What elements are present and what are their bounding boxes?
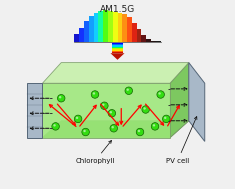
Circle shape <box>83 130 86 132</box>
Circle shape <box>157 91 164 98</box>
Circle shape <box>108 109 116 117</box>
Bar <box>132 23 137 42</box>
Circle shape <box>138 130 140 132</box>
Polygon shape <box>43 83 170 138</box>
Circle shape <box>93 92 95 95</box>
Circle shape <box>91 91 99 98</box>
Bar <box>118 13 122 42</box>
Circle shape <box>126 88 129 91</box>
Text: AM1.5G: AM1.5G <box>100 5 135 14</box>
Circle shape <box>52 123 59 130</box>
Bar <box>89 16 94 42</box>
Circle shape <box>82 128 89 136</box>
Circle shape <box>110 111 112 113</box>
Bar <box>112 52 123 53</box>
Circle shape <box>111 126 114 128</box>
Bar <box>137 29 141 42</box>
Bar <box>127 17 132 42</box>
Circle shape <box>142 106 149 113</box>
Polygon shape <box>43 63 189 83</box>
Bar <box>156 41 161 42</box>
Bar <box>112 47 123 48</box>
Circle shape <box>151 123 159 130</box>
Circle shape <box>158 92 161 95</box>
Bar <box>98 11 103 42</box>
Circle shape <box>58 94 65 102</box>
Polygon shape <box>189 63 205 141</box>
Circle shape <box>163 115 170 123</box>
Circle shape <box>110 125 118 132</box>
Bar <box>112 48 123 49</box>
Circle shape <box>76 117 78 119</box>
Polygon shape <box>170 63 189 138</box>
Polygon shape <box>110 53 125 60</box>
Bar <box>112 46 123 47</box>
Bar <box>146 39 151 42</box>
Circle shape <box>143 107 146 110</box>
Bar <box>94 13 98 42</box>
Bar <box>103 10 108 42</box>
Circle shape <box>59 96 61 98</box>
Bar <box>84 21 89 42</box>
Bar <box>122 14 127 42</box>
Circle shape <box>101 102 108 109</box>
Bar <box>79 28 84 42</box>
Polygon shape <box>43 121 189 138</box>
Circle shape <box>164 117 166 119</box>
Text: Chlorophyll: Chlorophyll <box>75 140 115 164</box>
Bar <box>27 83 42 138</box>
Bar <box>74 34 79 42</box>
Circle shape <box>153 124 155 127</box>
Circle shape <box>53 124 56 127</box>
Circle shape <box>136 128 144 136</box>
Bar <box>112 51 123 52</box>
Circle shape <box>125 87 133 94</box>
Circle shape <box>74 115 82 123</box>
Bar <box>112 44 123 46</box>
Bar <box>141 35 146 42</box>
Bar <box>151 41 156 42</box>
Text: PV cell: PV cell <box>166 117 197 164</box>
Bar <box>112 49 123 51</box>
Circle shape <box>102 104 105 106</box>
Bar <box>113 12 118 42</box>
Bar <box>108 11 113 42</box>
Bar <box>112 43 123 44</box>
